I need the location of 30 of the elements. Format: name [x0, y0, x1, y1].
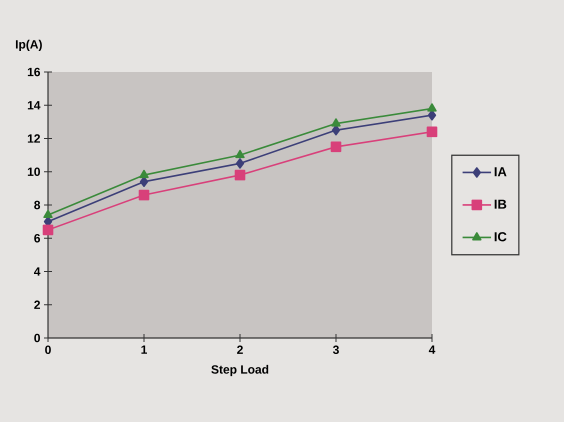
y-tick-label: 6 [34, 234, 40, 242]
y-tick-label: 16 [28, 68, 40, 76]
y-tick-label: 14 [28, 101, 40, 110]
y-tick-label: 10 [28, 167, 40, 176]
point [138, 190, 150, 200]
x-tick-label: 2 [237, 346, 243, 354]
point [331, 118, 341, 127]
y-axis-title: Ip(A) [16, 40, 42, 51]
x-tick-label: 4 [428, 346, 436, 354]
y-tick-label: 12 [28, 134, 40, 143]
legend-label: IA [494, 167, 507, 176]
point [427, 103, 437, 112]
y-tick-label: 8 [34, 200, 40, 210]
point [426, 126, 438, 138]
point [139, 170, 149, 178]
legend-label: IC [494, 232, 506, 242]
point [235, 150, 245, 158]
point [330, 142, 342, 152]
legend-label: IB [494, 200, 506, 209]
x-tick-label: 1 [141, 346, 148, 354]
point [42, 224, 54, 236]
point [236, 158, 244, 169]
y-tick-label: 4 [34, 267, 40, 276]
x-tick-label: 0 [45, 346, 51, 354]
x-axis-title: Step Load [211, 364, 268, 376]
x-tick-label: 3 [332, 346, 339, 354]
y-tick-label: 2 [34, 300, 40, 309]
point [43, 210, 53, 218]
point [234, 170, 246, 180]
y-tick-label: 0 [34, 334, 40, 342]
